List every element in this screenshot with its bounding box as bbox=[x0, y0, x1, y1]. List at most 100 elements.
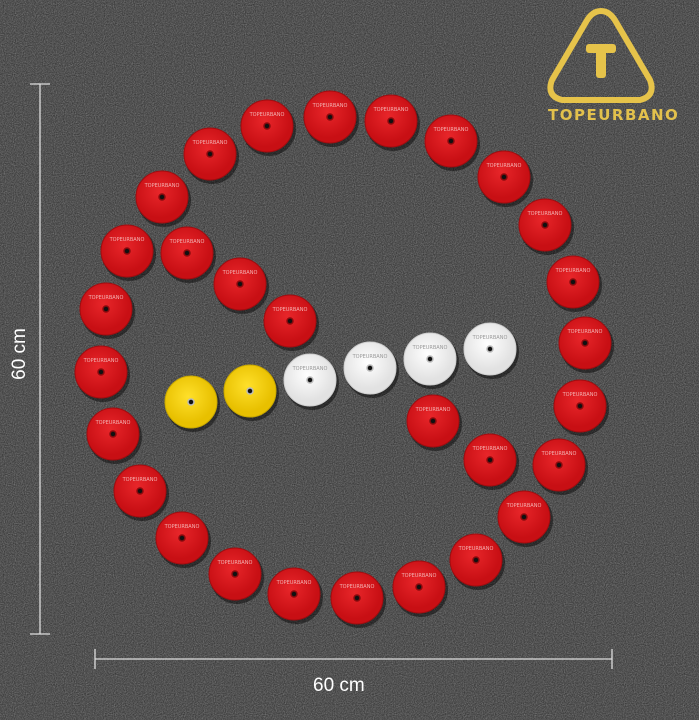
disc-logo-text: TOPEURBANO bbox=[339, 584, 375, 590]
disc-logo-text: TOPEURBANO bbox=[272, 307, 308, 313]
disc-center-hole bbox=[236, 280, 244, 288]
disc-center-hole bbox=[306, 376, 314, 384]
disc-center-hole bbox=[415, 583, 423, 591]
disc-logo-text: TOPEURBANO bbox=[562, 392, 598, 398]
disc-center-hole bbox=[123, 247, 131, 255]
width-label: 60 cm bbox=[313, 675, 365, 696]
disc-center-hole bbox=[387, 117, 395, 125]
disc-white: TOPEURBANO bbox=[403, 332, 459, 389]
dimension-lines bbox=[30, 83, 613, 669]
disc-logo-text: TOPEURBANO bbox=[412, 345, 448, 351]
disc-red: TOPEURBANO bbox=[160, 226, 216, 283]
disc-logo-text: TOPEURBANO bbox=[192, 140, 228, 146]
disc-logo-text: TOPEURBANO bbox=[527, 211, 563, 217]
disc-logo-text: TOPEURBANO bbox=[415, 407, 451, 413]
disc-logo-text: TOPEURBANO bbox=[567, 329, 603, 335]
disc-white: TOPEURBANO bbox=[283, 353, 339, 410]
disc-center-hole bbox=[472, 556, 480, 564]
disc-red: TOPEURBANO bbox=[553, 379, 609, 436]
disc-red: TOPEURBANO bbox=[213, 257, 269, 314]
disc-logo-text: TOPEURBANO bbox=[144, 183, 180, 189]
disc-red: TOPEURBANO bbox=[497, 490, 553, 547]
disc-red: TOPEURBANO bbox=[155, 511, 211, 568]
disc-logo-text: TOPEURBANO bbox=[541, 451, 577, 457]
disc-center-hole bbox=[231, 570, 239, 578]
disc-center-hole bbox=[520, 513, 528, 521]
disc-logo-text: TOPEURBANO bbox=[169, 239, 205, 245]
disc-yellow bbox=[164, 375, 220, 432]
logo-triangle-icon bbox=[547, 8, 655, 103]
disc-red: TOPEURBANO bbox=[463, 433, 519, 490]
disc-red: TOPEURBANO bbox=[79, 282, 135, 339]
disc-red: TOPEURBANO bbox=[135, 170, 191, 227]
disc-red: TOPEURBANO bbox=[558, 316, 614, 373]
disc-red: TOPEURBANO bbox=[267, 567, 323, 624]
disc-logo-text: TOPEURBANO bbox=[472, 446, 508, 452]
logo-t-stem bbox=[596, 44, 606, 78]
disc-logo-text: TOPEURBANO bbox=[433, 127, 469, 133]
disc-red: TOPEURBANO bbox=[240, 99, 296, 156]
disc-center-hole bbox=[109, 430, 117, 438]
disc-red: TOPEURBANO bbox=[364, 94, 420, 151]
disc-center-hole bbox=[429, 417, 437, 425]
disc-red: TOPEURBANO bbox=[532, 438, 588, 495]
disc-yellow bbox=[223, 364, 279, 421]
disc-center-hole bbox=[581, 339, 589, 347]
disc-red: TOPEURBANO bbox=[546, 255, 602, 312]
disc-red: TOPEURBANO bbox=[449, 533, 505, 590]
disc-logo-text: TOPEURBANO bbox=[217, 560, 253, 566]
disc-center-hole bbox=[447, 137, 455, 145]
disc-logo-text: TOPEURBANO bbox=[401, 573, 437, 579]
disc-white: TOPEURBANO bbox=[463, 322, 519, 379]
disc-center-hole bbox=[366, 364, 374, 372]
disc-red: TOPEURBANO bbox=[86, 407, 142, 464]
disc-center-hole bbox=[541, 221, 549, 229]
disc-logo-text: TOPEURBANO bbox=[109, 237, 145, 243]
disc-center-hole bbox=[486, 345, 494, 353]
disc-logo-text: TOPEURBANO bbox=[458, 546, 494, 552]
disc-red: TOPEURBANO bbox=[74, 345, 130, 402]
disc-center-hole bbox=[426, 355, 434, 363]
disc-logo-text: TOPEURBANO bbox=[122, 477, 158, 483]
disc-center-hole bbox=[183, 249, 191, 257]
disc-center-hole bbox=[555, 461, 563, 469]
disc-logo-text: TOPEURBANO bbox=[352, 354, 388, 360]
disc-logo-text: TOPEURBANO bbox=[472, 335, 508, 341]
disc-logo-text: TOPEURBANO bbox=[276, 580, 312, 586]
disc-red: TOPEURBANO bbox=[518, 198, 574, 255]
height-label: 60 cm bbox=[8, 328, 30, 380]
disc-center-hole bbox=[576, 402, 584, 410]
disc-red: TOPEURBANO bbox=[263, 294, 319, 351]
disc-red: TOPEURBANO bbox=[424, 114, 480, 171]
disc-center-hole bbox=[286, 317, 294, 325]
disc-center-hole bbox=[246, 387, 254, 395]
disc-center-hole bbox=[290, 590, 298, 598]
disc-center-hole bbox=[263, 122, 271, 130]
disc-center-hole bbox=[486, 456, 494, 464]
disc-red: TOPEURBANO bbox=[303, 90, 359, 147]
disc-center-hole bbox=[136, 487, 144, 495]
disc-red: TOPEURBANO bbox=[477, 150, 533, 207]
disc-red: TOPEURBANO bbox=[406, 394, 462, 451]
disc-red: TOPEURBANO bbox=[183, 127, 239, 184]
disc-logo-text: TOPEURBANO bbox=[486, 163, 522, 169]
disc-logo-text: TOPEURBANO bbox=[555, 268, 591, 274]
disc-center-hole bbox=[569, 278, 577, 286]
disc-center-hole bbox=[500, 173, 508, 181]
disc-center-hole bbox=[158, 193, 166, 201]
disc-logo-text: TOPEURBANO bbox=[249, 112, 285, 118]
disc-red: TOPEURBANO bbox=[113, 464, 169, 521]
disc-logo-text: TOPEURBANO bbox=[373, 107, 409, 113]
disc-center-hole bbox=[206, 150, 214, 158]
disc-red: TOPEURBANO bbox=[100, 224, 156, 281]
disc-center-hole bbox=[353, 594, 361, 602]
disc-logo-text: TOPEURBANO bbox=[95, 420, 131, 426]
disc-center-hole bbox=[97, 368, 105, 376]
disc-white: TOPEURBANO bbox=[343, 341, 399, 398]
disc-logo-text: TOPEURBANO bbox=[506, 503, 542, 509]
disc-red: TOPEURBANO bbox=[330, 571, 386, 628]
brand-name: TOPEURBANO bbox=[548, 106, 680, 124]
disc-logo-text: TOPEURBANO bbox=[312, 103, 348, 109]
